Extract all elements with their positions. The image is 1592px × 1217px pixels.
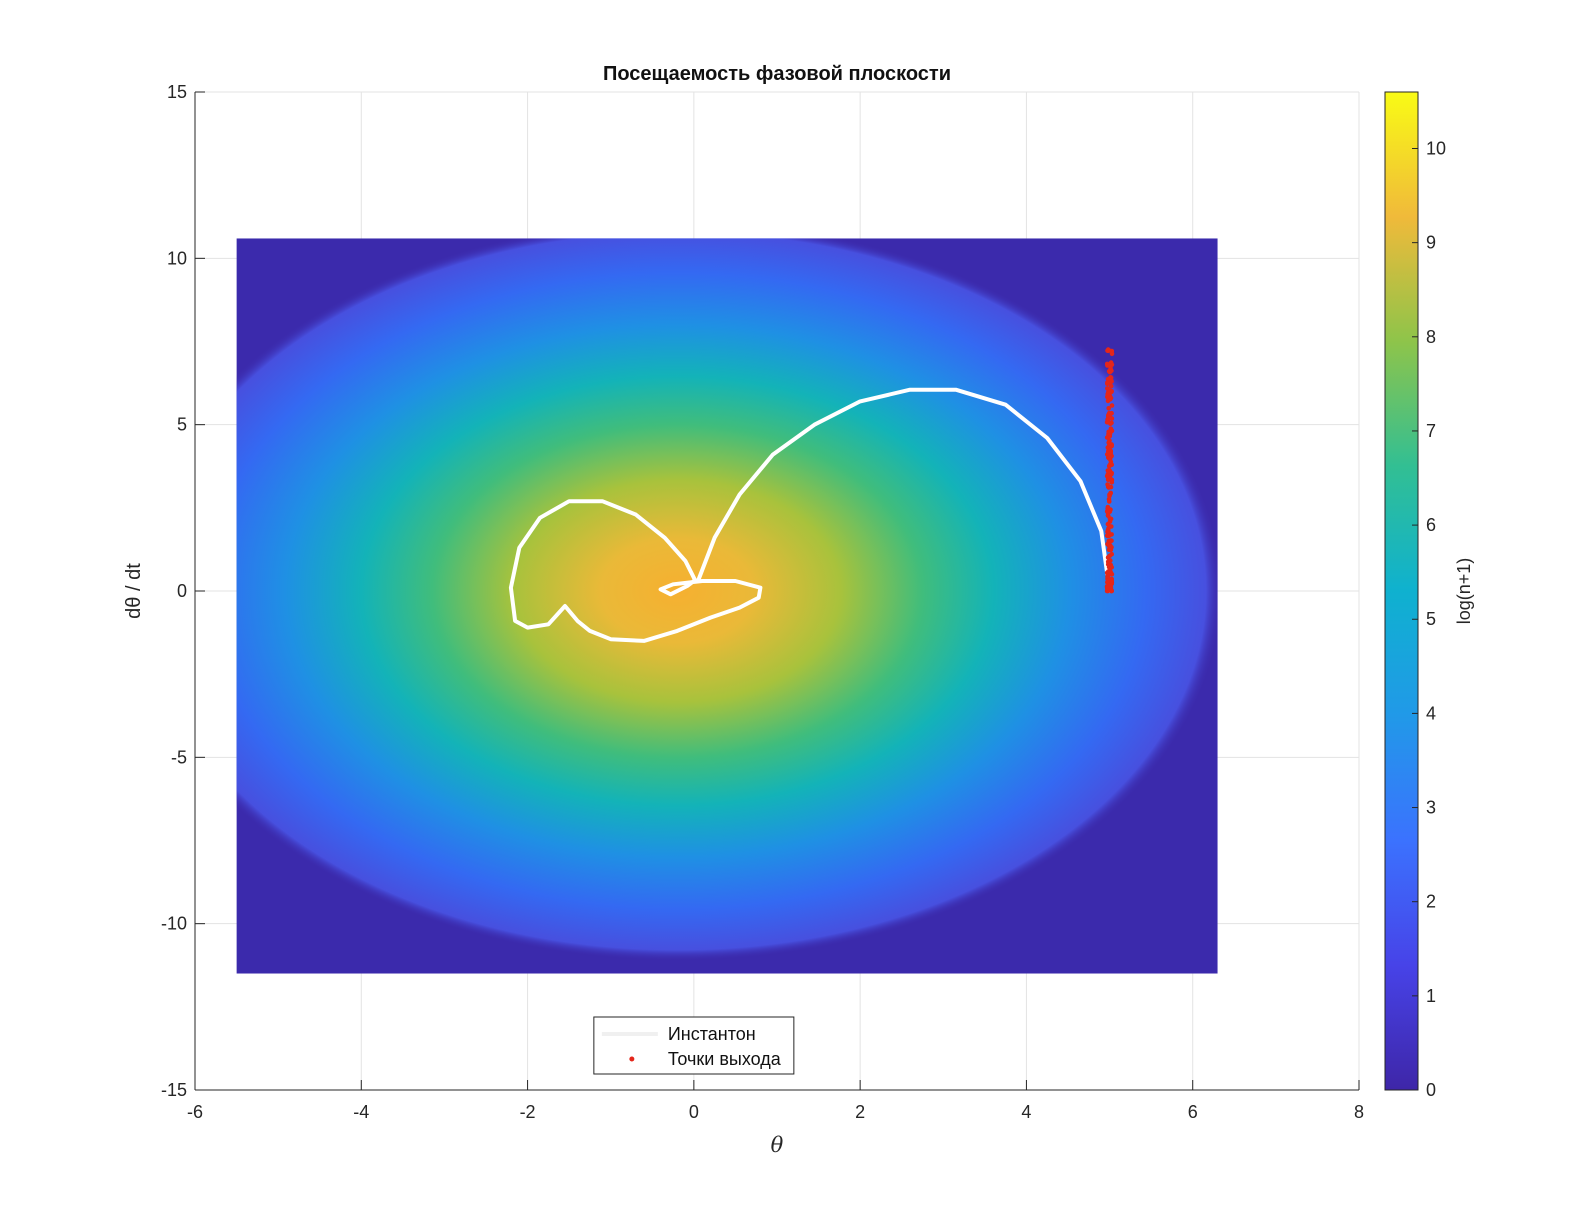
exit-point — [1107, 376, 1112, 382]
y-axis-label: dθ / dt — [123, 563, 145, 619]
exit-point — [1105, 394, 1110, 400]
colorbar-tick-label: 3 — [1426, 798, 1436, 818]
exit-point — [1105, 579, 1110, 585]
heatmap-density — [236, 238, 1218, 961]
colorbar-tick-label: 10 — [1426, 138, 1446, 158]
exit-point — [1109, 477, 1115, 483]
exit-point — [1106, 555, 1111, 560]
exit-point — [1108, 547, 1113, 552]
x-tick-label: 0 — [689, 1102, 699, 1122]
exit-point — [1108, 395, 1114, 401]
x-tick-label: -6 — [187, 1102, 203, 1122]
exit-point — [1105, 398, 1111, 404]
colorbar-scale — [1384, 91, 1419, 1091]
legend-exit-points-swatch — [629, 1056, 635, 1062]
exit-point — [1106, 468, 1112, 474]
y-tick-label: -5 — [171, 747, 187, 767]
exit-point — [1106, 496, 1112, 502]
exit-point — [1106, 410, 1112, 416]
colorbar-tick-label: 2 — [1426, 892, 1436, 912]
legend-instanton-label: Инстантон — [668, 1024, 756, 1044]
axes: -6 -4 -2 0 2 4 6 8 15 10 5 0 -5 -10 -15 — [161, 82, 1364, 1122]
chart-title: Посещаемость фазовой плоскости — [603, 63, 951, 85]
exit-point — [1107, 447, 1113, 453]
y-tick-label: -15 — [161, 1080, 187, 1100]
exit-point — [1108, 490, 1113, 496]
exit-points — [1104, 347, 1115, 594]
exit-point — [1108, 383, 1114, 389]
x-axis-label: θ — [771, 1133, 784, 1157]
colorbar-ticks: 0 1 2 3 4 5 6 7 8 9 10 — [1412, 138, 1446, 1100]
exit-point — [1109, 551, 1114, 557]
colorbar-tick-label: 6 — [1426, 515, 1436, 535]
x-tick-label: -2 — [520, 1102, 536, 1122]
exit-point — [1108, 558, 1113, 563]
colorbar-tick-label: 0 — [1426, 1080, 1436, 1100]
exit-point — [1109, 403, 1115, 408]
exit-point — [1109, 351, 1115, 357]
y-tick-label: -10 — [161, 914, 187, 934]
exit-point — [1105, 435, 1110, 440]
exit-point — [1108, 570, 1113, 575]
exit-point — [1105, 585, 1110, 591]
colorbar: 0 1 2 3 4 5 6 7 8 9 10 log(n+1) — [1384, 91, 1474, 1100]
exit-point — [1107, 442, 1112, 448]
legend: Инстантон Точки выхода — [593, 1016, 795, 1075]
colorbar-tick-label: 5 — [1426, 609, 1436, 629]
x-tick-label: 6 — [1188, 1102, 1198, 1122]
y-tick-label: 0 — [177, 581, 187, 601]
y-tick-label: 10 — [167, 248, 187, 268]
x-tick-label: 4 — [1021, 1102, 1031, 1122]
colorbar-tick-label: 7 — [1426, 421, 1436, 441]
y-tick-label: 15 — [167, 82, 187, 102]
colorbar-tick-label: 9 — [1426, 233, 1436, 253]
colorbar-label: log(n+1) — [1454, 558, 1474, 625]
exit-point — [1105, 529, 1110, 535]
x-tick-label: 8 — [1354, 1102, 1364, 1122]
exit-point — [1104, 419, 1110, 425]
legend-exit-points-label: Точки выхода — [668, 1049, 782, 1069]
colorbar-tick-label: 1 — [1426, 986, 1436, 1006]
exit-point — [1107, 388, 1113, 393]
instanton-line — [508, 387, 1112, 643]
exit-point — [1106, 362, 1111, 368]
exit-point — [1105, 348, 1111, 354]
y-tick-label: 5 — [177, 415, 187, 435]
exit-point — [1108, 484, 1114, 490]
exit-point — [1105, 482, 1110, 487]
x-tick-label: 2 — [855, 1102, 865, 1122]
exit-point — [1106, 542, 1112, 548]
exit-point — [1109, 532, 1114, 537]
exit-point — [1106, 429, 1111, 435]
exit-point — [1104, 533, 1110, 538]
colorbar-tick-label: 4 — [1426, 703, 1436, 723]
exit-point — [1107, 566, 1113, 571]
exit-point — [1105, 510, 1110, 515]
exit-point — [1105, 513, 1111, 518]
legend-box — [593, 1016, 795, 1075]
exit-point — [1109, 368, 1114, 374]
x-tick-label: -4 — [353, 1102, 369, 1122]
exit-point — [1108, 588, 1114, 594]
exit-point — [1105, 562, 1111, 567]
exit-point — [1106, 451, 1112, 456]
exit-point — [1106, 406, 1111, 411]
colorbar-tick-label: 8 — [1426, 327, 1436, 347]
exit-point — [1107, 523, 1112, 529]
exit-point — [1109, 538, 1114, 543]
heatmap — [236, 238, 1218, 974]
exit-point — [1105, 381, 1110, 387]
exit-point — [1107, 462, 1113, 467]
exit-point — [1108, 516, 1114, 522]
